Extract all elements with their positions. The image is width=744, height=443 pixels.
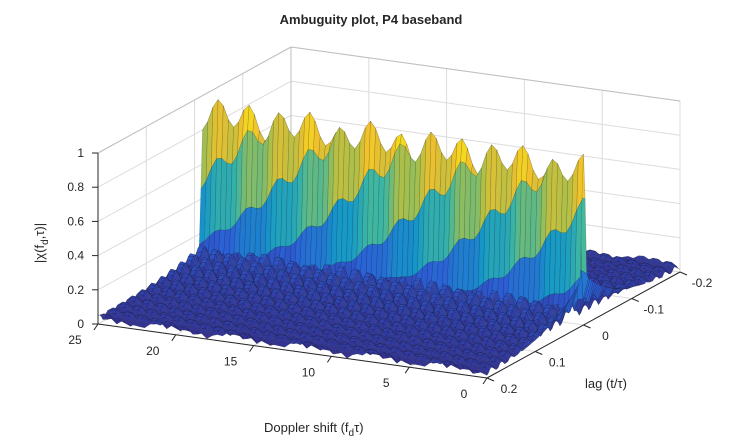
box-edge: [290, 46, 681, 102]
surface-mesh: [97, 99, 681, 376]
y-axis-line: [97, 323, 488, 379]
box-edge: [97, 46, 292, 154]
